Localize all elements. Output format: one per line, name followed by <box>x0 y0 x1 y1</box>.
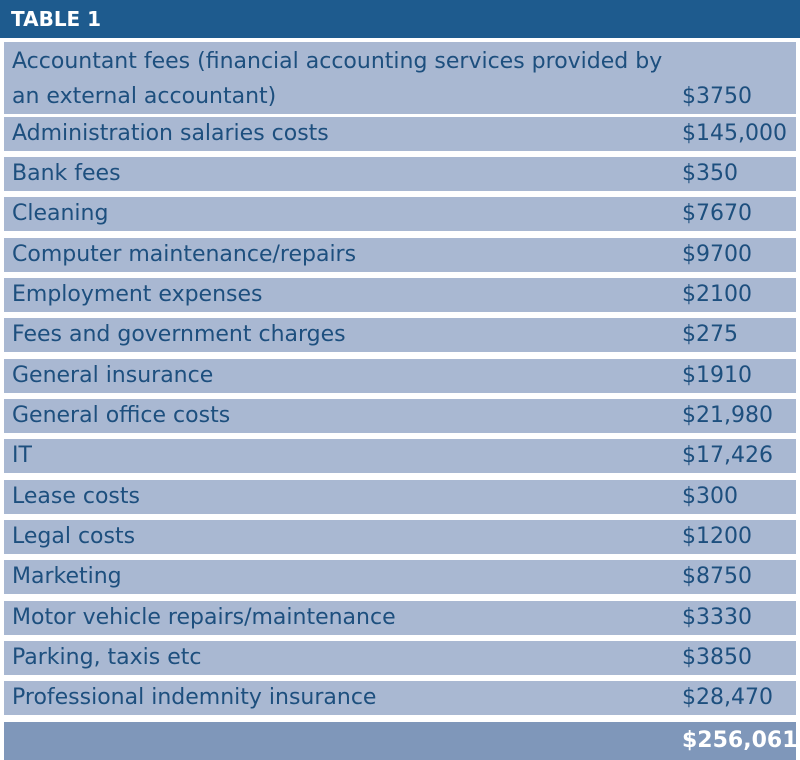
table-row: Cleaning $7670 <box>4 197 796 231</box>
row-label: Accountant fees (financial accounting se… <box>12 49 663 109</box>
row-label: Administration salaries costs <box>12 121 329 146</box>
row-value: $1910 <box>682 363 752 388</box>
row-label: Legal costs <box>12 524 136 549</box>
row-value: $275 <box>682 322 738 347</box>
row-label: General office costs <box>12 403 231 428</box>
table-row: Employment expenses $2100 <box>4 278 796 312</box>
row-value: $8750 <box>682 564 752 589</box>
row-value: $1200 <box>682 524 752 549</box>
table-row: Computer maintenance/repairs $9700 <box>4 238 796 272</box>
row-label: Employment expenses <box>12 282 263 307</box>
row-value: $7670 <box>682 201 752 226</box>
row-value: $350 <box>682 161 738 186</box>
total-row: $256,061 <box>4 722 798 760</box>
row-label: Cleaning <box>12 201 109 226</box>
row-value: $9700 <box>682 242 752 267</box>
row-value: $3750 <box>682 84 752 109</box>
table-row: Administration salaries costs $145,000 <box>4 117 796 151</box>
row-label: General insurance <box>12 363 214 388</box>
table-row: General insurance $1910 <box>4 359 796 393</box>
table-row: Marketing $8750 <box>4 560 796 594</box>
row-value: $300 <box>682 484 738 509</box>
table-title: TABLE 1 <box>0 0 800 38</box>
row-label: IT <box>12 443 32 468</box>
table-row: Accountant fees (financial accounting se… <box>4 42 796 114</box>
row-label: Computer maintenance/repairs <box>12 242 357 267</box>
table-row: Professional indemnity insurance $28,470 <box>4 681 796 715</box>
row-label: Fees and government charges <box>12 322 346 347</box>
row-value: $2100 <box>682 282 752 307</box>
row-label: Motor vehicle repairs/maintenance <box>12 605 396 630</box>
row-value: $145,000 <box>682 121 787 146</box>
row-value: $3330 <box>682 605 752 630</box>
table-row: General office costs $21,980 <box>4 399 796 433</box>
table-row: Motor vehicle repairs/maintenance $3330 <box>4 601 796 635</box>
table-row: Legal costs $1200 <box>4 520 796 554</box>
row-value: $21,980 <box>682 403 773 428</box>
table-row: Lease costs $300 <box>4 480 796 514</box>
row-label: Parking, taxis etc <box>12 645 202 670</box>
row-value: $28,470 <box>682 685 773 710</box>
table-row: Fees and government charges $275 <box>4 318 796 352</box>
total-value: $256,061 <box>682 728 798 753</box>
table-row: Parking, taxis etc $3850 <box>4 641 796 675</box>
row-label: Marketing <box>12 564 122 589</box>
row-value: $17,426 <box>682 443 773 468</box>
table-row: IT $17,426 <box>4 439 796 473</box>
row-label: Bank fees <box>12 161 121 186</box>
row-label: Professional indemnity insurance <box>12 685 377 710</box>
row-label: Lease costs <box>12 484 140 509</box>
row-value: $3850 <box>682 645 752 670</box>
table-row: Bank fees $350 <box>4 157 796 191</box>
